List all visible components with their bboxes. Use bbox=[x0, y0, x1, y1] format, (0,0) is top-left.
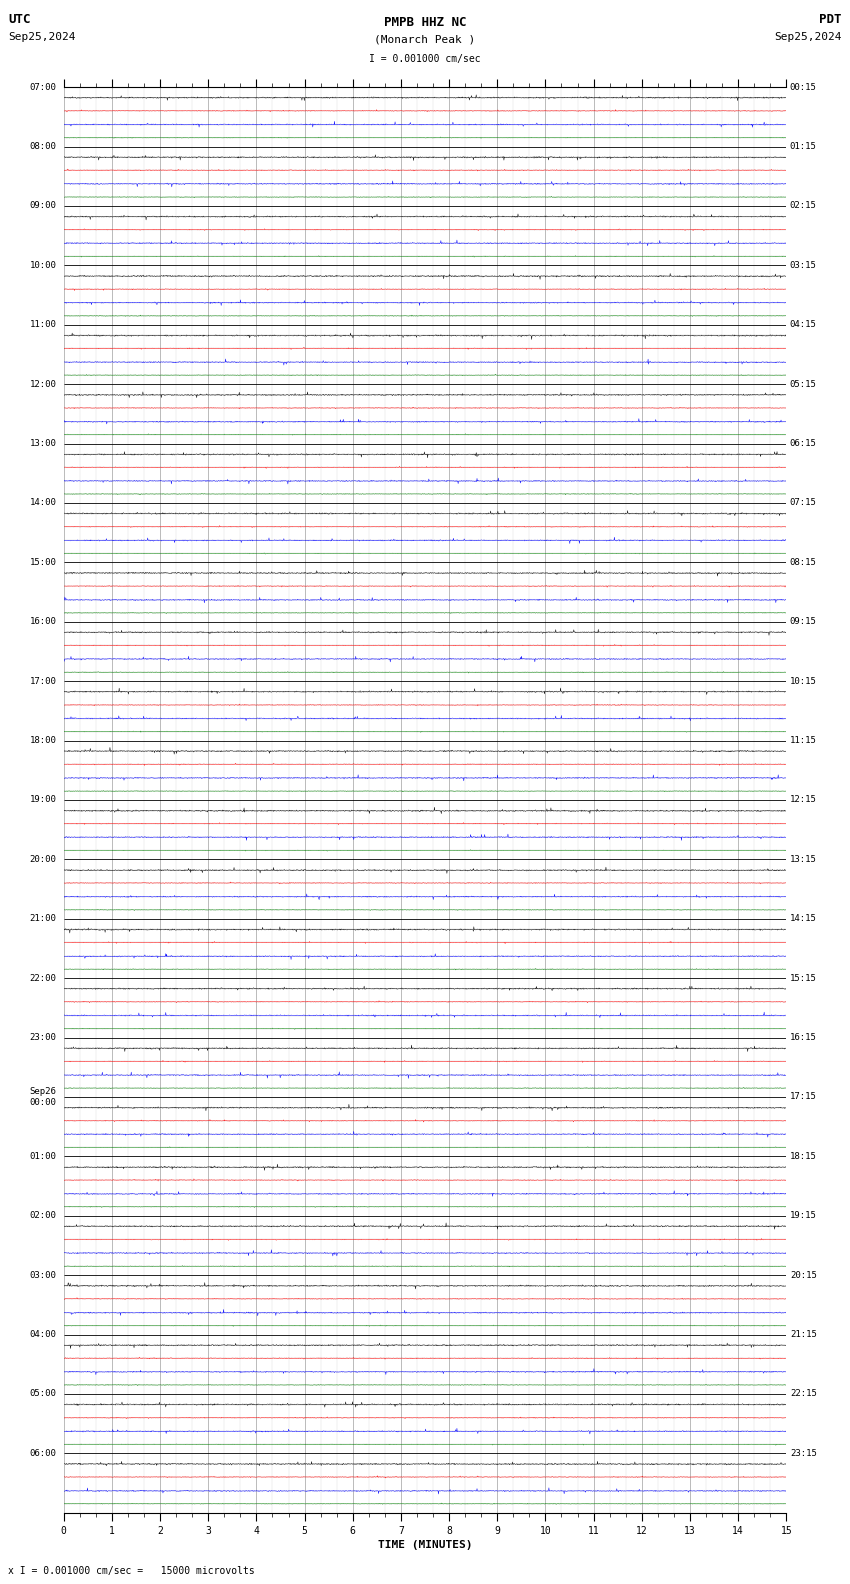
Text: 07:15: 07:15 bbox=[790, 499, 817, 507]
Text: 18:15: 18:15 bbox=[790, 1152, 817, 1161]
Text: (Monarch Peak ): (Monarch Peak ) bbox=[374, 35, 476, 44]
Text: 22:00: 22:00 bbox=[30, 974, 56, 982]
Text: UTC: UTC bbox=[8, 13, 31, 25]
Text: 20:00: 20:00 bbox=[30, 855, 56, 863]
Text: 17:15: 17:15 bbox=[790, 1093, 817, 1101]
Text: 02:15: 02:15 bbox=[790, 201, 817, 211]
Text: 23:00: 23:00 bbox=[30, 1033, 56, 1042]
Text: PMPB HHZ NC: PMPB HHZ NC bbox=[383, 16, 467, 29]
Text: 23:15: 23:15 bbox=[790, 1449, 817, 1457]
Text: 15:00: 15:00 bbox=[30, 558, 56, 567]
Text: 02:00: 02:00 bbox=[30, 1212, 56, 1220]
Text: 13:00: 13:00 bbox=[30, 439, 56, 448]
Text: Sep26
00:00: Sep26 00:00 bbox=[30, 1087, 56, 1107]
Text: Sep25,2024: Sep25,2024 bbox=[774, 32, 842, 41]
Text: x I = 0.001000 cm/sec =   15000 microvolts: x I = 0.001000 cm/sec = 15000 microvolts bbox=[8, 1567, 255, 1576]
Text: 03:00: 03:00 bbox=[30, 1270, 56, 1280]
Text: 15:15: 15:15 bbox=[790, 974, 817, 982]
Text: 21:00: 21:00 bbox=[30, 914, 56, 923]
Text: 09:00: 09:00 bbox=[30, 201, 56, 211]
Text: 12:00: 12:00 bbox=[30, 380, 56, 388]
Text: 03:15: 03:15 bbox=[790, 261, 817, 269]
Text: 11:00: 11:00 bbox=[30, 320, 56, 329]
Text: 19:00: 19:00 bbox=[30, 795, 56, 805]
Text: PDT: PDT bbox=[819, 13, 842, 25]
X-axis label: TIME (MINUTES): TIME (MINUTES) bbox=[377, 1540, 473, 1551]
Text: 12:15: 12:15 bbox=[790, 795, 817, 805]
Text: 08:00: 08:00 bbox=[30, 143, 56, 150]
Text: 20:15: 20:15 bbox=[790, 1270, 817, 1280]
Text: I = 0.001000 cm/sec: I = 0.001000 cm/sec bbox=[369, 54, 481, 63]
Text: 14:00: 14:00 bbox=[30, 499, 56, 507]
Text: 05:15: 05:15 bbox=[790, 380, 817, 388]
Text: 13:15: 13:15 bbox=[790, 855, 817, 863]
Text: 18:00: 18:00 bbox=[30, 737, 56, 744]
Text: 10:15: 10:15 bbox=[790, 676, 817, 686]
Text: 19:15: 19:15 bbox=[790, 1212, 817, 1220]
Text: Sep25,2024: Sep25,2024 bbox=[8, 32, 76, 41]
Text: 14:15: 14:15 bbox=[790, 914, 817, 923]
Text: 01:00: 01:00 bbox=[30, 1152, 56, 1161]
Text: 05:00: 05:00 bbox=[30, 1389, 56, 1399]
Text: 09:15: 09:15 bbox=[790, 618, 817, 626]
Text: 01:15: 01:15 bbox=[790, 143, 817, 150]
Text: 22:15: 22:15 bbox=[790, 1389, 817, 1399]
Text: 04:15: 04:15 bbox=[790, 320, 817, 329]
Text: 00:15: 00:15 bbox=[790, 82, 817, 92]
Text: 06:15: 06:15 bbox=[790, 439, 817, 448]
Text: 21:15: 21:15 bbox=[790, 1331, 817, 1338]
Text: 16:00: 16:00 bbox=[30, 618, 56, 626]
Text: 07:00: 07:00 bbox=[30, 82, 56, 92]
Text: 10:00: 10:00 bbox=[30, 261, 56, 269]
Text: 11:15: 11:15 bbox=[790, 737, 817, 744]
Text: 04:00: 04:00 bbox=[30, 1331, 56, 1338]
Text: 08:15: 08:15 bbox=[790, 558, 817, 567]
Text: 17:00: 17:00 bbox=[30, 676, 56, 686]
Text: 06:00: 06:00 bbox=[30, 1449, 56, 1457]
Text: 16:15: 16:15 bbox=[790, 1033, 817, 1042]
